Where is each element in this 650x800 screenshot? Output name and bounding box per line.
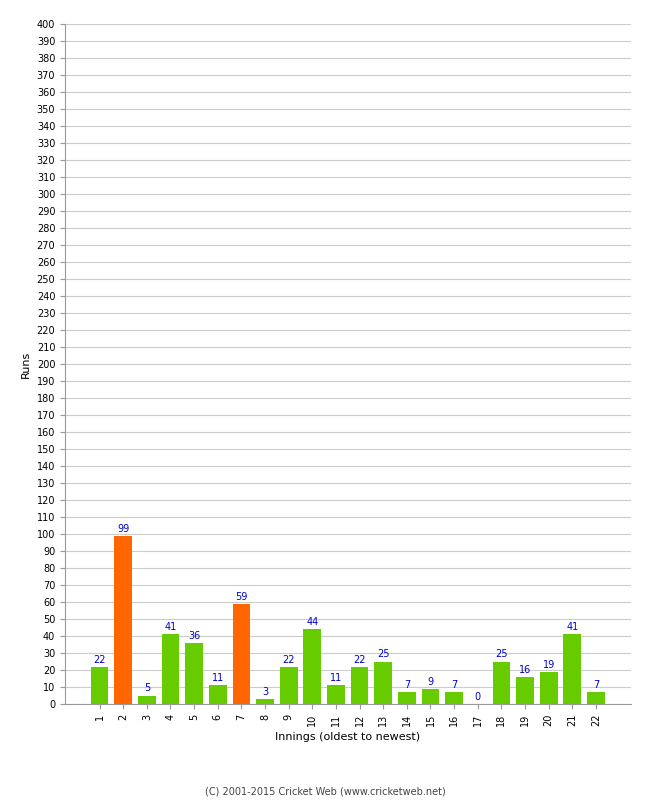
Text: 25: 25 [377, 650, 389, 659]
Bar [162, 634, 179, 704]
X-axis label: Innings (oldest to newest): Innings (oldest to newest) [275, 732, 421, 742]
Text: 41: 41 [566, 622, 578, 632]
Bar [540, 672, 558, 704]
Text: 59: 59 [235, 592, 248, 602]
Text: 16: 16 [519, 665, 531, 674]
Text: 25: 25 [495, 650, 508, 659]
Text: 3: 3 [262, 687, 268, 697]
Bar [304, 629, 321, 704]
Text: 41: 41 [164, 622, 177, 632]
Text: 0: 0 [474, 692, 481, 702]
Bar [138, 695, 156, 704]
Text: 5: 5 [144, 683, 150, 694]
Bar [327, 686, 344, 704]
Bar [493, 662, 510, 704]
Text: 22: 22 [354, 654, 366, 665]
Text: (C) 2001-2015 Cricket Web (www.cricketweb.net): (C) 2001-2015 Cricket Web (www.cricketwe… [205, 786, 445, 796]
Bar [422, 689, 439, 704]
Bar [351, 666, 369, 704]
Text: 7: 7 [451, 680, 457, 690]
Bar [516, 677, 534, 704]
Bar [445, 692, 463, 704]
Text: 7: 7 [593, 680, 599, 690]
Text: 7: 7 [404, 680, 410, 690]
Bar [398, 692, 416, 704]
Text: 36: 36 [188, 630, 200, 641]
Bar [233, 604, 250, 704]
Text: 11: 11 [212, 674, 224, 683]
Bar [587, 692, 605, 704]
Text: 22: 22 [282, 654, 295, 665]
Bar [280, 666, 298, 704]
Text: 11: 11 [330, 674, 342, 683]
Y-axis label: Runs: Runs [21, 350, 31, 378]
Text: 22: 22 [94, 654, 106, 665]
Bar [91, 666, 109, 704]
Text: 99: 99 [117, 524, 129, 534]
Bar [209, 686, 227, 704]
Text: 44: 44 [306, 617, 318, 627]
Bar [114, 536, 132, 704]
Text: 9: 9 [428, 677, 434, 686]
Bar [564, 634, 581, 704]
Bar [256, 699, 274, 704]
Text: 19: 19 [543, 660, 555, 670]
Bar [374, 662, 392, 704]
Bar [185, 643, 203, 704]
